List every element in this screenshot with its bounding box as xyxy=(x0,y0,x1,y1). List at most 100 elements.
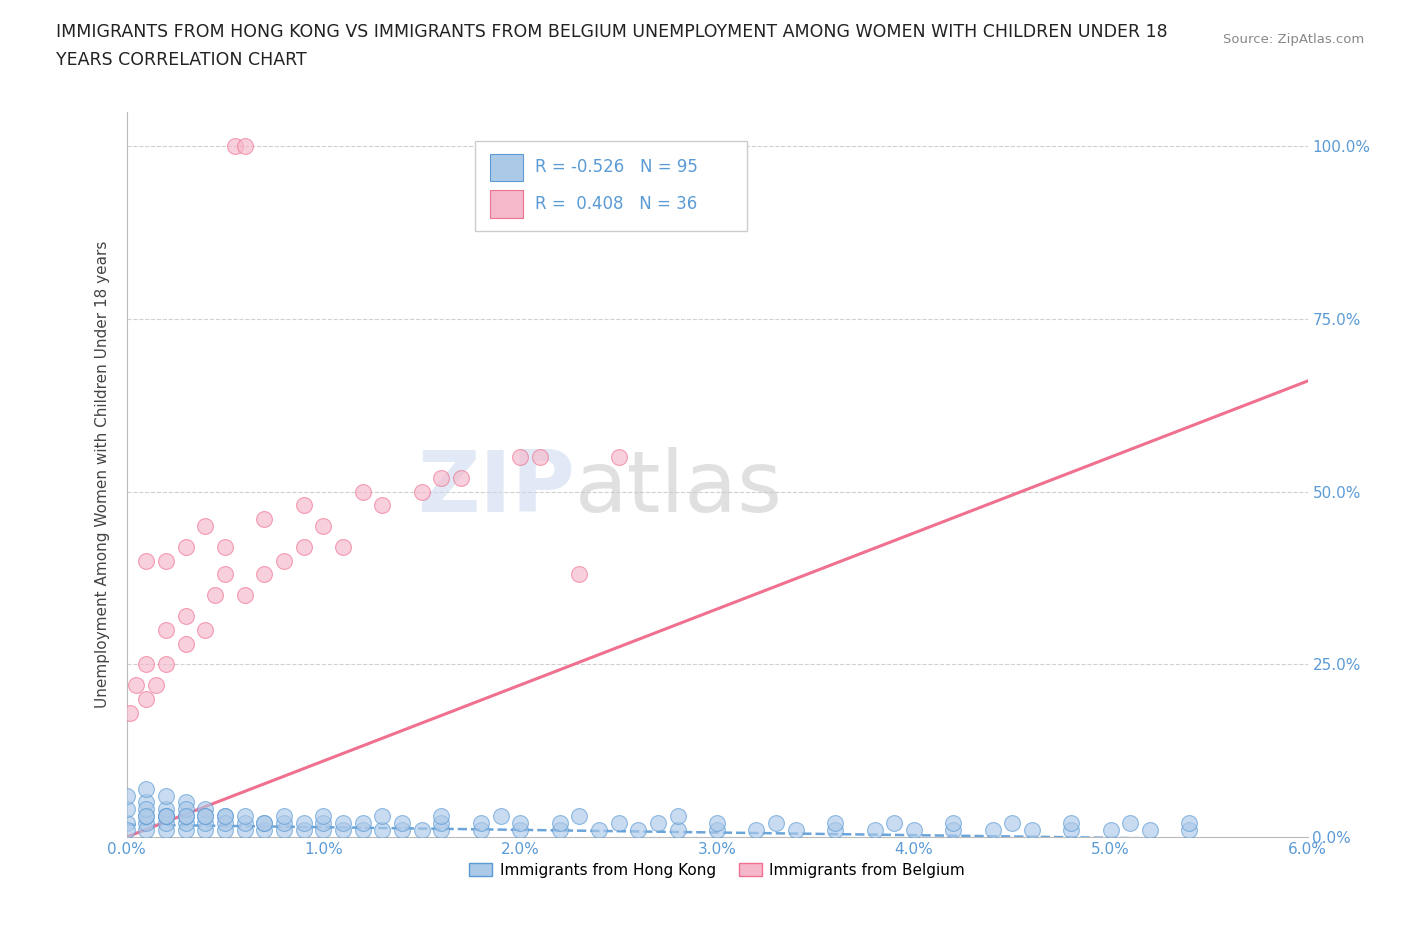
Point xyxy=(666,809,689,824)
Point xyxy=(174,809,197,824)
Point xyxy=(135,795,157,810)
Point xyxy=(273,553,295,568)
Point xyxy=(155,816,177,830)
Point xyxy=(214,809,236,824)
FancyBboxPatch shape xyxy=(475,140,747,232)
Point xyxy=(174,795,197,810)
Point xyxy=(548,816,571,830)
Point xyxy=(391,823,413,838)
Point xyxy=(253,816,276,830)
Point xyxy=(470,816,492,830)
Point xyxy=(214,809,236,824)
Point xyxy=(174,809,197,824)
Point xyxy=(706,823,728,838)
Text: R =  0.408   N = 36: R = 0.408 N = 36 xyxy=(536,194,697,213)
Point xyxy=(745,823,768,838)
Point xyxy=(883,816,905,830)
Point xyxy=(1178,823,1201,838)
Point xyxy=(529,449,551,464)
Point xyxy=(647,816,669,830)
Point xyxy=(273,823,295,838)
Point xyxy=(430,823,453,838)
Point xyxy=(1099,823,1122,838)
Point xyxy=(627,823,650,838)
FancyBboxPatch shape xyxy=(491,190,523,218)
Point xyxy=(273,816,295,830)
Point xyxy=(253,823,276,838)
Y-axis label: Unemployment Among Women with Children Under 18 years: Unemployment Among Women with Children U… xyxy=(94,241,110,708)
Point xyxy=(253,512,276,526)
Point xyxy=(430,809,453,824)
Point xyxy=(312,809,335,824)
Text: IMMIGRANTS FROM HONG KONG VS IMMIGRANTS FROM BELGIUM UNEMPLOYMENT AMONG WOMEN WI: IMMIGRANTS FROM HONG KONG VS IMMIGRANTS … xyxy=(56,23,1168,41)
Point xyxy=(312,823,335,838)
Point xyxy=(824,823,846,838)
Point xyxy=(332,823,354,838)
Point xyxy=(115,802,138,817)
Point xyxy=(292,823,315,838)
Point xyxy=(489,809,512,824)
Point xyxy=(214,816,236,830)
Text: ZIP: ZIP xyxy=(418,447,575,530)
Point xyxy=(509,816,531,830)
Legend: Immigrants from Hong Kong, Immigrants from Belgium: Immigrants from Hong Kong, Immigrants fr… xyxy=(463,857,972,884)
Point xyxy=(135,809,157,824)
Point xyxy=(174,636,197,651)
Point xyxy=(233,588,256,603)
Point xyxy=(135,823,157,838)
Point xyxy=(292,816,315,830)
Text: YEARS CORRELATION CHART: YEARS CORRELATION CHART xyxy=(56,51,307,69)
Point xyxy=(509,823,531,838)
Point xyxy=(765,816,787,830)
Point xyxy=(568,567,591,582)
Point xyxy=(371,809,394,824)
Point xyxy=(115,788,138,803)
Point xyxy=(145,678,167,693)
Point xyxy=(411,823,433,838)
Point xyxy=(312,816,335,830)
Text: Source: ZipAtlas.com: Source: ZipAtlas.com xyxy=(1223,33,1364,46)
Point xyxy=(155,622,177,637)
Point xyxy=(120,705,142,720)
Point xyxy=(1139,823,1161,838)
Point xyxy=(174,802,197,817)
Point xyxy=(332,539,354,554)
Point xyxy=(115,823,138,838)
Point xyxy=(942,823,965,838)
Point xyxy=(115,816,138,830)
Point xyxy=(194,519,217,534)
Point xyxy=(903,823,925,838)
Point xyxy=(666,823,689,838)
Point xyxy=(194,622,217,637)
Point xyxy=(194,823,217,838)
Point xyxy=(135,802,157,817)
Text: atlas: atlas xyxy=(575,447,783,530)
Point xyxy=(824,816,846,830)
Point xyxy=(253,567,276,582)
Point xyxy=(214,823,236,838)
Point xyxy=(411,485,433,499)
Point xyxy=(1060,816,1083,830)
Point xyxy=(135,781,157,796)
Point xyxy=(155,802,177,817)
Point xyxy=(607,816,630,830)
Point xyxy=(155,788,177,803)
Point xyxy=(174,823,197,838)
Point xyxy=(1119,816,1142,830)
Point xyxy=(135,809,157,824)
Point xyxy=(253,816,276,830)
Point xyxy=(174,539,197,554)
Point xyxy=(155,809,177,824)
Point xyxy=(352,823,374,838)
Point xyxy=(135,691,157,706)
Point xyxy=(224,139,246,153)
Point xyxy=(568,809,591,824)
Point xyxy=(785,823,807,838)
Point xyxy=(607,449,630,464)
Point xyxy=(1001,816,1024,830)
Point xyxy=(155,809,177,824)
Point xyxy=(174,816,197,830)
Point xyxy=(194,809,217,824)
Point xyxy=(430,471,453,485)
Point xyxy=(1060,823,1083,838)
